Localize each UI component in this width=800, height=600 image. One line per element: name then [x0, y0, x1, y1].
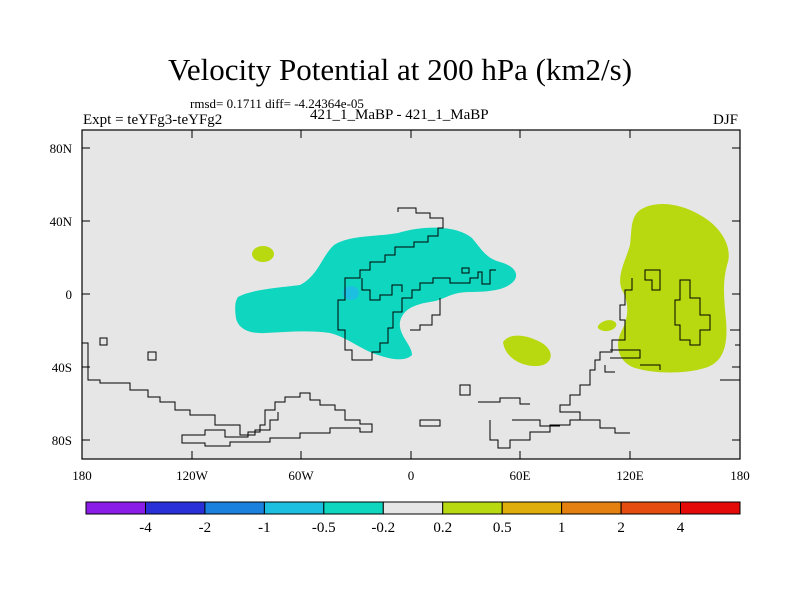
colorbar-label: 4 [676, 520, 685, 536]
colorbar-label: 0.5 [492, 520, 512, 536]
colorbar-label: -2 [198, 520, 212, 536]
colorbar-swatch [323, 501, 384, 515]
colorbar-swatch [442, 501, 503, 515]
colorbar [85, 501, 741, 515]
colorbar-swatch [501, 501, 563, 515]
colorbar-label: 2 [617, 520, 625, 536]
y-tick-label: 80S [51, 433, 72, 448]
y-tick-label: 80N [49, 141, 72, 156]
colorbar-swatch [382, 501, 444, 515]
y-tick-label: 40N [49, 214, 72, 229]
colorbar-label: -0.2 [371, 520, 396, 536]
negative-core-region [343, 286, 359, 300]
negative-anomaly-region [235, 227, 517, 360]
tick-marks [82, 130, 740, 459]
positive-blob-small [252, 246, 274, 262]
colorbar-label: 1 [557, 520, 566, 536]
colorbar-label: 0.2 [433, 520, 453, 536]
x-tick-label: 180 [730, 468, 750, 483]
y-tick-label: 40S [51, 360, 72, 375]
x-tick-label: 120W [176, 468, 208, 483]
season-label: DJF [712, 112, 738, 128]
colorbar-swatch [145, 501, 206, 515]
colorbar-label: -1 [258, 520, 271, 536]
positive-blob-south-africa [503, 335, 551, 367]
stats-label: rmsd= 0.1711 diff= -4.24364e-05 [190, 96, 364, 111]
positive-blob-indian [597, 320, 617, 332]
experiment-label: Expt = teYFg3-teYFg2 [83, 112, 223, 128]
colorbar-swatch [561, 501, 622, 515]
colorbar-swatch [620, 501, 682, 515]
colorbar-label: -0.5 [311, 520, 336, 536]
x-tick-label: 120E [616, 468, 644, 483]
x-tick-label: 180 [72, 468, 92, 483]
chart-title: Velocity Potential at 200 hPa (km2/s) [167, 52, 633, 87]
x-tick-label: 60W [288, 468, 314, 483]
colorbar-swatch [680, 501, 741, 515]
colorbar-label: -4 [139, 520, 152, 536]
y-tick-label: 0 [65, 287, 73, 302]
colorbar-swatch [204, 501, 265, 515]
case-label: 421_1_MaBP - 421_1_MaBP [310, 107, 489, 123]
x-tick-label: 60E [509, 468, 531, 483]
colorbar-swatch [85, 501, 146, 515]
x-tick-label: 0 [407, 468, 415, 483]
positive-region-west-pacific [618, 203, 729, 373]
colorbar-swatch [263, 501, 325, 515]
